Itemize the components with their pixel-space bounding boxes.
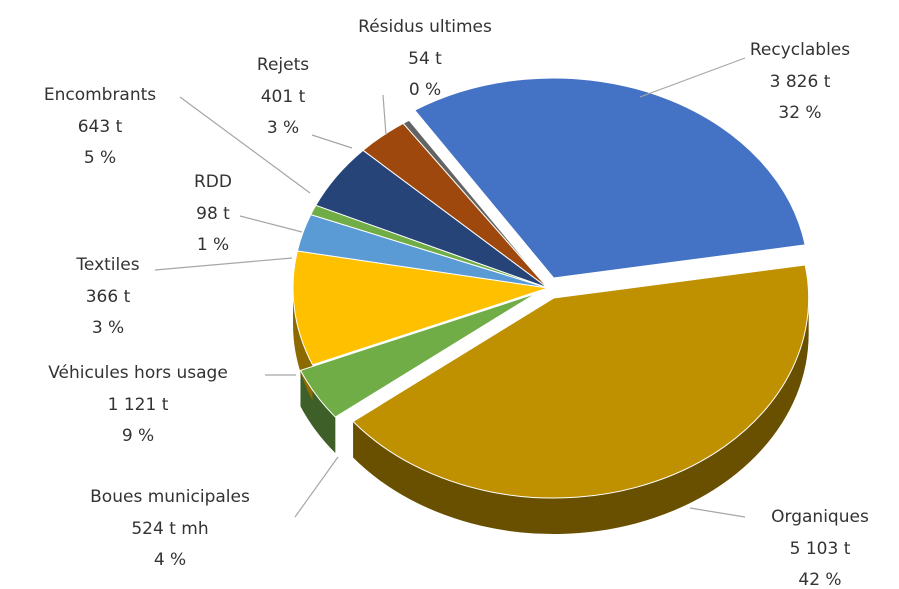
leader-line bbox=[382, 94, 387, 136]
slice bbox=[413, 77, 806, 279]
slice-label-name: Recyclables bbox=[750, 40, 850, 60]
slice-label-name: Boues municipales bbox=[90, 487, 250, 507]
leader-line bbox=[154, 257, 293, 271]
slice-label-percent: 42 % bbox=[798, 570, 841, 589]
slice-label-percent: 5 % bbox=[84, 148, 116, 168]
slice-label-percent: 3 % bbox=[92, 318, 124, 338]
slice-label-percent: 0 % bbox=[409, 80, 441, 100]
slice-side bbox=[353, 298, 809, 535]
slice bbox=[292, 250, 549, 366]
slice-label-value: 401 t bbox=[261, 87, 306, 107]
leader-line bbox=[311, 134, 353, 149]
slice bbox=[299, 293, 537, 418]
slice-label-name: Organiques bbox=[771, 507, 869, 527]
slice bbox=[352, 264, 810, 499]
leader-line bbox=[639, 57, 746, 98]
slice-label-name: Résidus ultimes bbox=[358, 17, 492, 37]
slice-label-percent: 4 % bbox=[154, 550, 186, 570]
leader-line bbox=[239, 215, 303, 233]
leader-line bbox=[689, 507, 746, 518]
slice-label-value: 643 t bbox=[78, 117, 123, 137]
slice-label-percent: 9 % bbox=[122, 426, 154, 446]
slice-label-percent: 32 % bbox=[778, 103, 821, 123]
slice bbox=[402, 119, 549, 289]
leader-line bbox=[179, 96, 311, 194]
slice-label-value: 524 t mh bbox=[131, 519, 208, 539]
slice-label-name: Véhicules hors usage bbox=[48, 363, 228, 383]
slice-label-value: 54 t bbox=[408, 49, 442, 69]
slice-label-name: Rejets bbox=[257, 55, 309, 75]
slice-label-percent: 1 % bbox=[197, 235, 229, 255]
slice-label-value: 3 826 t bbox=[770, 72, 831, 92]
slice-label-value: 1 121 t bbox=[108, 395, 169, 415]
slice-label-name: Textiles bbox=[75, 255, 139, 275]
slice-label-value: 366 t bbox=[86, 287, 131, 307]
slice-label-value: 98 t bbox=[196, 204, 230, 224]
slice-label-percent: 3 % bbox=[267, 118, 299, 138]
slice-label-name: Encombrants bbox=[44, 85, 156, 105]
leader-line bbox=[294, 456, 339, 518]
slice-label-name: RDD bbox=[194, 172, 232, 192]
slice-label-value: 5 103 t bbox=[790, 539, 851, 559]
